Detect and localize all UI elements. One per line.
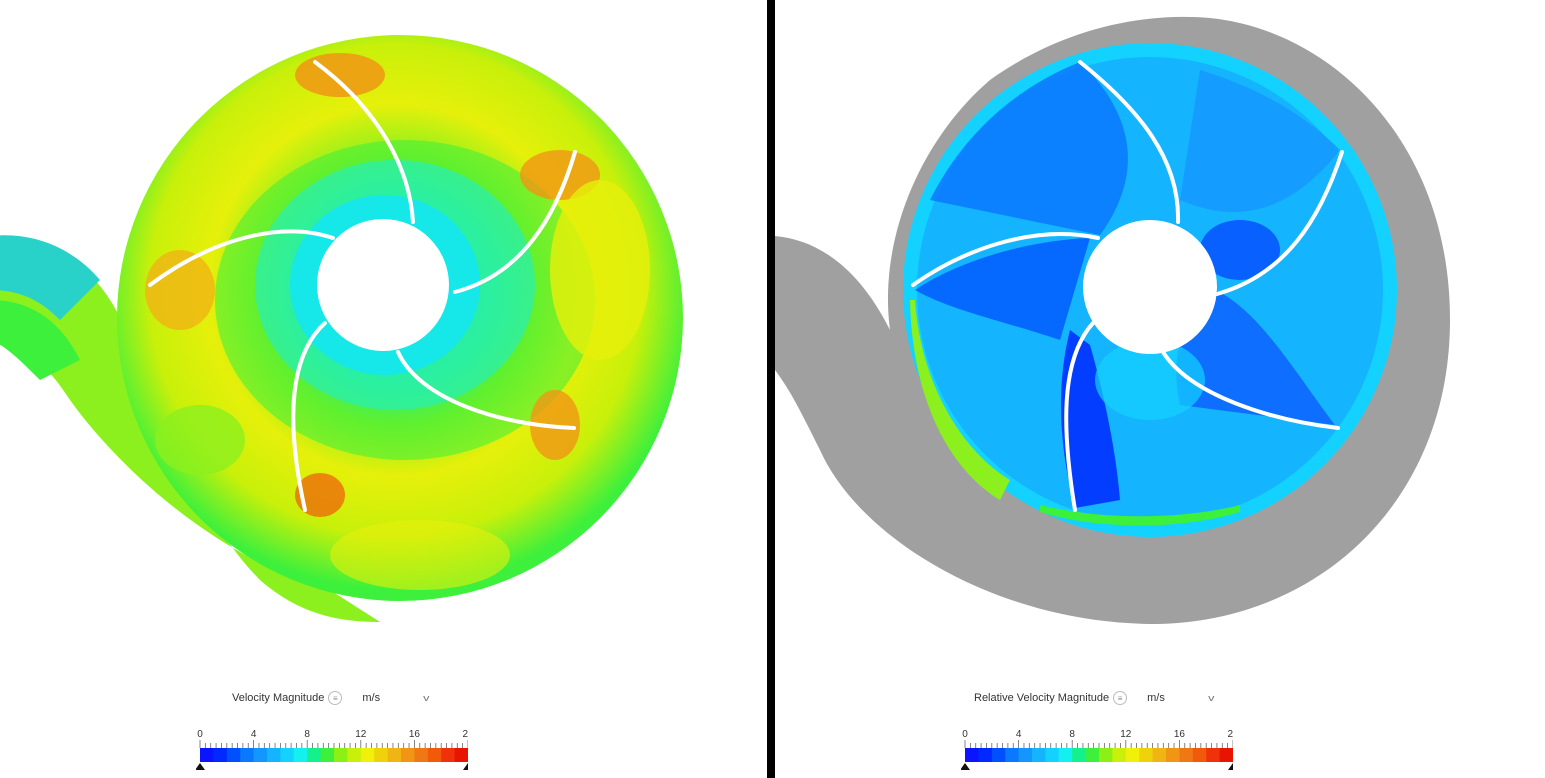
color-bin <box>454 748 468 762</box>
scale-tick-label: 16 <box>1174 729 1186 740</box>
color-bin <box>280 748 295 762</box>
hub <box>1083 220 1217 354</box>
right-viewport[interactable]: Relative Velocity Magnitude ≡ m/s v 0 4 8 1… <box>775 0 1545 778</box>
color-bin <box>1018 748 1033 762</box>
velocity-contour-view[interactable] <box>0 0 767 660</box>
min-slider-handle[interactable] <box>961 763 970 770</box>
color-bin <box>965 748 979 762</box>
color-bin <box>1112 748 1127 762</box>
color-bin <box>253 748 268 762</box>
volute-outlet <box>0 235 380 622</box>
scale-tick-label: 4 <box>251 729 257 740</box>
color-bin <box>307 748 322 762</box>
color-bin <box>320 748 335 762</box>
color-bin <box>1206 748 1221 762</box>
color-bin <box>441 748 456 762</box>
color-bin <box>1085 748 1100 762</box>
chevron-down-icon: v <box>423 693 430 703</box>
color-bin <box>1045 748 1060 762</box>
color-bin <box>387 748 402 762</box>
scale-tick-label: 0 <box>962 729 968 740</box>
color-scale[interactable]: 0 4 8 12 16 20 <box>196 726 468 772</box>
scale-tick-label: 4 <box>1016 729 1022 740</box>
hub <box>317 219 449 351</box>
color-bin <box>200 748 214 762</box>
color-bin <box>226 748 241 762</box>
color-bin <box>1072 748 1087 762</box>
impeller-blades <box>911 60 1344 512</box>
max-slider-handle[interactable] <box>1228 763 1233 770</box>
scale-tick-label: 0 <box>197 729 203 740</box>
unit-label: m/s <box>1147 692 1165 704</box>
color-bin <box>401 748 415 762</box>
scale-tick-label: 8 <box>304 729 310 740</box>
color-bin <box>1125 748 1140 762</box>
chevron-down-icon: v <box>1207 693 1215 703</box>
legend-header: Velocity Magnitude ≡ m/s v <box>232 688 429 708</box>
color-scale[interactable]: 0 4 8 12 16 20 <box>961 726 1233 772</box>
impeller-blades <box>148 60 577 512</box>
panel-divider <box>767 0 775 778</box>
unit-label: m/s <box>362 692 381 704</box>
scale-tick-label: 8 <box>1069 729 1075 740</box>
color-bin <box>293 748 308 762</box>
color-bin <box>978 748 993 762</box>
color-bin <box>414 748 429 762</box>
color-bin <box>1152 748 1167 762</box>
scale-tick-label: 20 <box>1227 729 1233 740</box>
legend-title: Relative Velocity Magnitude <box>974 692 1110 704</box>
info-icon[interactable]: ≡ <box>1113 691 1128 705</box>
min-slider-handle[interactable] <box>196 763 205 770</box>
color-bin <box>267 748 281 762</box>
color-bin <box>213 748 228 762</box>
color-bin <box>360 748 375 762</box>
color-bin <box>1192 748 1207 762</box>
color-bin <box>427 748 442 762</box>
color-bin <box>334 748 348 762</box>
left-viewport[interactable]: Velocity Magnitude ≡ m/s v 0 4 8 12 16 20 <box>0 0 767 778</box>
max-slider-handle[interactable] <box>463 763 468 770</box>
color-bin <box>1219 748 1233 762</box>
color-bin <box>1179 748 1194 762</box>
unit-select[interactable]: m/s v <box>362 692 430 704</box>
color-bin <box>347 748 362 762</box>
color-bin <box>1058 748 1073 762</box>
color-bin <box>1099 748 1113 762</box>
legend-header: Relative Velocity Magnitude ≡ m/s v <box>974 688 1215 708</box>
info-icon[interactable]: ≡ <box>328 691 343 705</box>
color-bin <box>991 748 1006 762</box>
color-bin <box>240 748 255 762</box>
scale-tick-label: 16 <box>409 729 421 740</box>
color-bin <box>1032 748 1046 762</box>
relative-velocity-contour-view[interactable] <box>775 0 1545 660</box>
color-bin <box>1166 748 1180 762</box>
color-bin <box>1005 748 1020 762</box>
color-bin <box>374 748 389 762</box>
scale-tick-label: 12 <box>355 729 367 740</box>
color-bin <box>1139 748 1154 762</box>
legend-title: Velocity Magnitude <box>232 692 325 704</box>
unit-select[interactable]: m/s v <box>1147 692 1215 704</box>
scale-tick-label: 20 <box>462 729 468 740</box>
scale-tick-label: 12 <box>1120 729 1132 740</box>
